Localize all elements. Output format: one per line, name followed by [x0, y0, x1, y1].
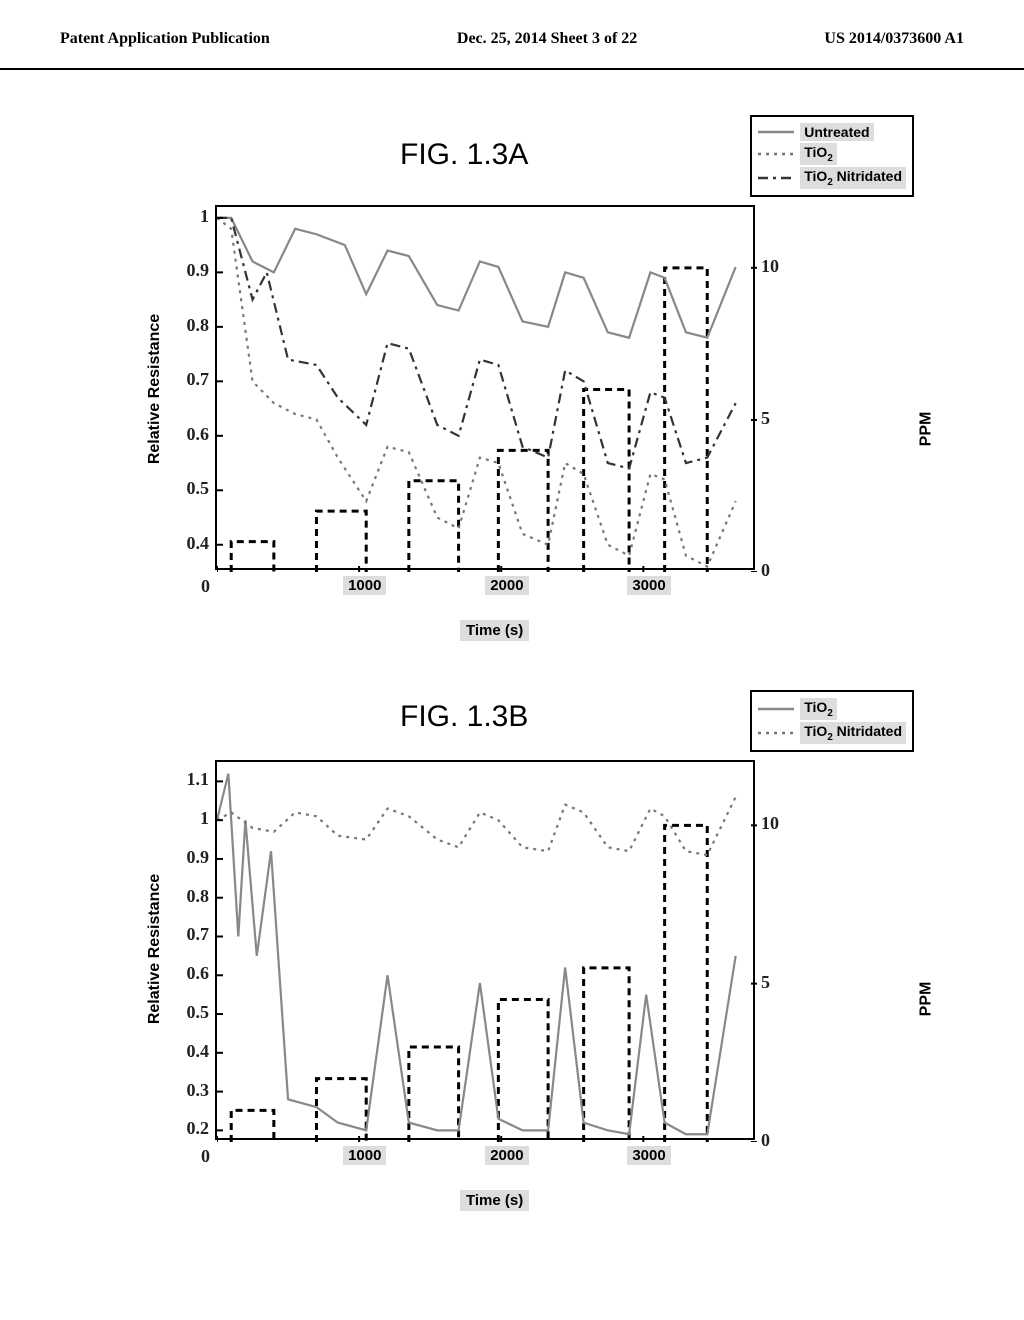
legend-item: Untreated [758, 123, 906, 141]
xtick-label: 1000 [343, 576, 386, 595]
fig-b-title: FIG. 1.3B [400, 700, 528, 734]
xtick-label: 2000 [485, 1146, 528, 1165]
ytick-label: 0.5 [187, 1002, 210, 1023]
y2tick-label: 10 [761, 813, 779, 834]
ytick-label: 0.8 [187, 886, 210, 907]
legend-item: TiO2 Nitridated [758, 167, 906, 189]
header-center: Dec. 25, 2014 Sheet 3 of 22 [457, 30, 637, 48]
legend-item: TiO2 [758, 143, 906, 165]
legend-item: TiO2 [758, 698, 906, 720]
content: FIG. 1.3A UntreatedTiO2TiO2 Nitridated R… [120, 120, 904, 1260]
ytick-label: 0.7 [187, 369, 210, 390]
fig-a-plot [215, 205, 755, 570]
fig-b-ylabel: Relative Resistance [146, 874, 164, 1024]
fig-a-legend: Untreated TiO2TiO2 Nitridated [750, 115, 914, 197]
legend-label: TiO2 Nitridated [800, 167, 906, 189]
legend-label: TiO2 Nitridated [800, 722, 906, 744]
legend-label: TiO2 [800, 698, 837, 720]
ytick-label: 0.6 [187, 963, 210, 984]
ytick-label: 1 [200, 206, 209, 227]
fig-a-title: FIG. 1.3A [400, 138, 528, 172]
page: Patent Application Publication Dec. 25, … [0, 0, 1024, 1320]
figure-1-3a: FIG. 1.3A Untreated TiO2TiO2 Nitridated R… [120, 120, 904, 680]
legend-label: TiO2 [800, 143, 837, 165]
fig-a-xlabel: Time (s) [460, 620, 529, 641]
xtick-label: 3000 [627, 576, 670, 595]
y2tick-label: 0 [761, 560, 770, 581]
ytick-label: 0.9 [187, 847, 210, 868]
xtick-label: 2000 [485, 576, 528, 595]
xtick-label: 0 [201, 576, 210, 597]
fig-a-ylabel: Relative Resistance [146, 314, 164, 464]
xtick-label: 0 [201, 1146, 210, 1167]
ytick-label: 0.8 [187, 315, 210, 336]
figure-1-3b: FIG. 1.3B TiO2TiO2 Nitridated Relative R… [120, 690, 904, 1250]
y2tick-label: 5 [761, 408, 770, 429]
header-left: Patent Application Publication [60, 30, 270, 48]
fig-b-legend: TiO2TiO2 Nitridated [750, 690, 914, 752]
legend-item: TiO2 Nitridated [758, 722, 906, 744]
ytick-label: 0.9 [187, 260, 210, 281]
fig-a-y2label: PPM [918, 412, 936, 447]
ytick-label: 0.3 [187, 1080, 210, 1101]
xtick-label: 1000 [343, 1146, 386, 1165]
ytick-label: 0.5 [187, 478, 210, 499]
fig-b-y2label: PPM [918, 982, 936, 1017]
ytick-label: 0.4 [187, 1041, 210, 1062]
ytick-label: 0.6 [187, 424, 210, 445]
y2tick-label: 5 [761, 972, 770, 993]
ytick-label: 0.4 [187, 533, 210, 554]
ytick-label: 1 [200, 808, 209, 829]
y2tick-label: 10 [761, 256, 779, 277]
y2tick-label: 0 [761, 1130, 770, 1151]
header-row: Patent Application Publication Dec. 25, … [0, 30, 1024, 54]
ytick-label: 0.7 [187, 924, 210, 945]
header-right: US 2014/0373600 A1 [824, 30, 964, 48]
header: Patent Application Publication Dec. 25, … [0, 30, 1024, 70]
fig-b-xlabel: Time (s) [460, 1190, 529, 1211]
xtick-label: 3000 [627, 1146, 670, 1165]
ytick-label: 1.1 [187, 769, 210, 790]
legend-label: Untreated [800, 123, 873, 141]
fig-b-plot [215, 760, 755, 1140]
ytick-label: 0.2 [187, 1118, 210, 1139]
